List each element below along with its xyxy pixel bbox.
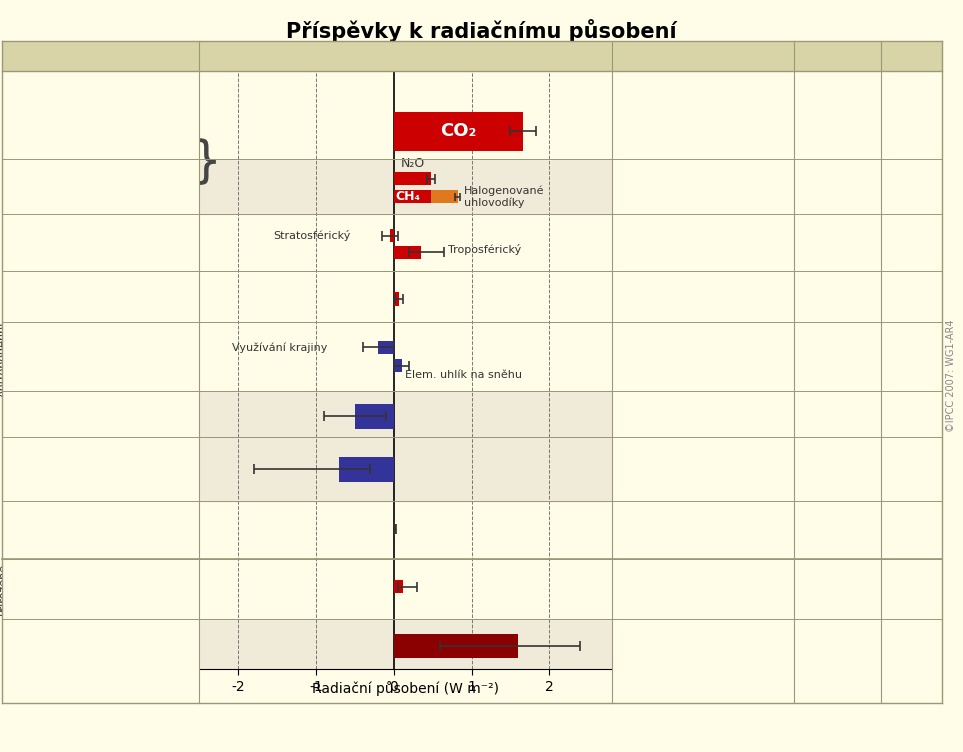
- Text: [-0.4 to 0.0]: [-0.4 to 0.0]: [638, 342, 708, 353]
- Text: Skleníkové plyny
s dlouhou
dobou života: Skleníkové plyny s dlouhou dobou života: [48, 138, 153, 181]
- Bar: [355, 404, 394, 429]
- Text: Nízký: Nízký: [897, 293, 926, 305]
- Bar: [394, 580, 403, 593]
- Text: [1.49 to 1.83]: [1.49 to 1.83]: [638, 126, 717, 136]
- Text: 0.48: 0.48: [616, 174, 644, 183]
- Bar: [394, 172, 431, 185]
- Bar: [394, 112, 523, 150]
- Text: 0.34: 0.34: [616, 199, 643, 208]
- Text: [0.06 to 0.30]: [0.06 to 0.30]: [638, 581, 717, 592]
- Bar: [394, 359, 402, 372]
- Text: [-0.9 to -0.1]: [-0.9 to -0.1]: [638, 411, 712, 421]
- Text: Příspěvky k radiačnímu působení: Příspěvky k radiačnímu působení: [286, 19, 677, 42]
- Text: Příspěvek: Příspěvek: [66, 50, 135, 63]
- Text: Celkový antropogenni
příspěvek: Celkový antropogenni příspěvek: [33, 632, 169, 660]
- Bar: [199, 437, 612, 502]
- Text: Vysoký: Vysoký: [892, 126, 931, 137]
- Bar: [199, 322, 612, 391]
- Bar: [199, 559, 612, 619]
- Text: Vysoký: Vysoký: [892, 183, 931, 194]
- Text: Intenzita slunečního
záření: Intenzita slunečního záření: [38, 572, 164, 601]
- Text: Nízký: Nízký: [897, 464, 926, 475]
- Text: Globální až
kontinentální: Globální až kontinentální: [801, 233, 874, 255]
- Text: 0.35: 0.35: [616, 247, 643, 257]
- Text: Využívání krajiny: Využívání krajiny: [232, 342, 327, 353]
- Text: [0.6 to 2.4]: [0.6 to 2.4]: [633, 641, 698, 651]
- Text: LOSU: LOSU: [893, 50, 930, 63]
- Bar: [339, 456, 394, 482]
- Text: [-1.8 to -0.3]: [-1.8 to -0.3]: [638, 464, 712, 475]
- Bar: [199, 619, 612, 669]
- Text: Střední-
nízký: Střední- nízký: [890, 345, 933, 368]
- Text: Elem. uhlík na sněhu: Elem. uhlík na sněhu: [404, 371, 522, 381]
- Text: Globální: Globální: [815, 294, 861, 304]
- Bar: [394, 246, 421, 259]
- Text: Lokální až
kontinentální: Lokální až kontinentální: [801, 346, 874, 368]
- Text: Globální: Globální: [815, 126, 861, 136]
- Text: Antropogenní: Antropogenní: [0, 321, 8, 396]
- Bar: [199, 95, 612, 159]
- Text: Přímé
působení: Přímé působení: [50, 405, 98, 428]
- Text: {: {: [179, 136, 210, 184]
- Text: 0.07: 0.07: [616, 294, 643, 304]
- Text: Globální až
kontinentální: Globální až kontinentální: [801, 405, 874, 427]
- Bar: [394, 190, 431, 204]
- Text: Hodnota (W m⁻²): Hodnota (W m⁻²): [643, 50, 763, 63]
- Text: [0.02 to 0.12]: [0.02 to 0.12]: [638, 294, 717, 304]
- Text: 0.1: 0.1: [616, 361, 636, 371]
- Text: CH₄: CH₄: [395, 190, 420, 203]
- Text: 1.6: 1.6: [616, 641, 637, 651]
- Text: Kontinentální: Kontinentální: [801, 524, 874, 534]
- Text: [-0.15 to 0.05]: [-0.15 to 0.05]: [643, 231, 726, 241]
- Text: Přirozené: Přirozené: [0, 562, 8, 615]
- Bar: [431, 190, 457, 204]
- Text: [0.25 to 0.65]: [0.25 to 0.65]: [638, 247, 717, 257]
- Text: Halogenované
uhlovodíky: Halogenované uhlovodíky: [464, 185, 544, 208]
- Bar: [394, 635, 518, 658]
- Bar: [199, 391, 612, 437]
- Text: 1.66: 1.66: [616, 126, 644, 136]
- Text: ©IPCC 2007: WG1-AR4: ©IPCC 2007: WG1-AR4: [946, 320, 955, 432]
- Text: -0.5: -0.5: [616, 411, 640, 421]
- Text: Albedo povrchu: Albedo povrchu: [52, 350, 149, 363]
- Text: 0.12: 0.12: [616, 581, 643, 592]
- Bar: [199, 502, 612, 559]
- Text: [0.0 to 0.2]: [0.0 to 0.2]: [633, 361, 698, 371]
- Text: Kondenzační pruhy: Kondenzační pruhy: [41, 523, 160, 535]
- Text: N₂O: N₂O: [401, 157, 425, 170]
- Text: [0.31 to 0.37]: [0.31 to 0.37]: [638, 199, 717, 208]
- Text: Globální: Globální: [815, 183, 861, 194]
- Text: 0.01: 0.01: [616, 524, 643, 534]
- Text: Stratosférický: Stratosférický: [273, 230, 351, 241]
- Text: Vliv albeda
oblaků: Vliv albeda oblaků: [45, 459, 103, 480]
- Text: Střední-
nízký: Střední- nízký: [890, 405, 933, 428]
- Text: 0.16: 0.16: [616, 185, 644, 195]
- Text: [0.14 to 0.18]: [0.14 to 0.18]: [638, 185, 717, 195]
- Text: Aerosoly: Aerosoly: [7, 436, 57, 449]
- Text: Ozón: Ozón: [85, 238, 117, 250]
- Text: -0.7: -0.7: [616, 464, 640, 475]
- Text: Nízký: Nízký: [897, 523, 926, 535]
- Text: [0.43 to 0.53]: [0.43 to 0.53]: [638, 174, 717, 183]
- Text: {: {: [37, 422, 64, 464]
- Text: Střední: Střední: [892, 239, 931, 249]
- Text: Stratosférická vodní
pára z CH₄: Stratosférická vodní pára z CH₄: [38, 285, 164, 313]
- Bar: [199, 271, 612, 322]
- Bar: [199, 159, 612, 214]
- Text: -0.2: -0.2: [616, 342, 640, 353]
- Text: Globální až
kontinentální: Globální až kontinentální: [801, 459, 874, 480]
- Text: Měřítko: Měřítko: [811, 50, 865, 63]
- Text: CO₂: CO₂: [440, 123, 477, 140]
- Bar: [390, 229, 394, 242]
- Bar: [199, 214, 612, 271]
- Text: Troposférický: Troposférický: [448, 244, 521, 256]
- Text: [0.003 to 0.03]: [0.003 to 0.03]: [638, 524, 724, 534]
- Text: -0.05: -0.05: [616, 231, 648, 241]
- Text: Radiační působení (W m⁻²): Radiační působení (W m⁻²): [312, 681, 499, 696]
- Bar: [394, 293, 400, 306]
- Bar: [378, 341, 394, 353]
